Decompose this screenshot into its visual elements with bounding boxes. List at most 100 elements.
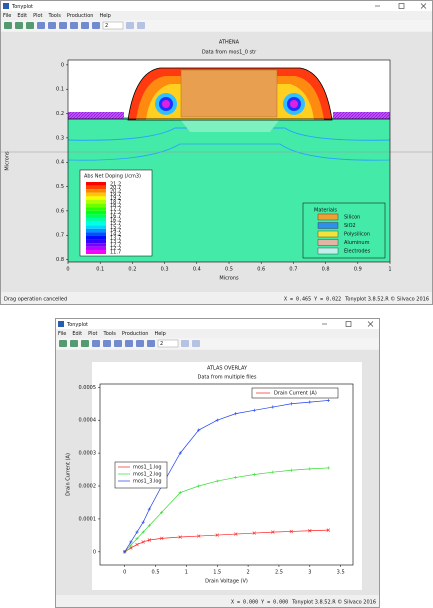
y-axis-label: Drain Current (A) [66, 453, 72, 496]
legend-label: mos1_3.log [133, 479, 162, 485]
doping-swatch [86, 239, 106, 244]
menu-item[interactable]: File [58, 331, 66, 337]
doping-swatch [86, 225, 106, 229]
x-tick-label: 0.3 [161, 267, 169, 273]
zoom-spinbox[interactable] [102, 21, 124, 30]
icon [420, 3, 427, 9]
toolbar-button[interactable] [70, 22, 78, 29]
toolbar [1, 20, 432, 31]
maximize-button[interactable] [345, 321, 352, 327]
x-tick-label: 0.2 [128, 267, 136, 273]
toolbar-button[interactable] [15, 22, 23, 29]
toolbar-button[interactable] [4, 22, 12, 29]
menu-item[interactable]: Help [99, 13, 110, 19]
menu-item[interactable]: Edit [72, 331, 82, 337]
zoom-value: 2 [160, 341, 163, 347]
material-name: Aluminum [344, 240, 370, 246]
icon [345, 321, 352, 327]
data-point [215, 479, 219, 483]
menu-item[interactable]: Production [67, 13, 94, 19]
toolbar-button[interactable] [70, 340, 78, 347]
doping-level: 20.2 [110, 189, 121, 195]
data-point [234, 475, 238, 480]
doping-swatch [86, 192, 106, 197]
data-point [141, 540, 145, 544]
toolbar-button[interactable] [37, 22, 45, 29]
toolbar-button[interactable] [125, 340, 133, 347]
data-point [271, 470, 275, 474]
doping-swatch [86, 185, 106, 190]
data-point [178, 451, 182, 455]
data-point [135, 542, 139, 547]
toolbar-button[interactable] [103, 340, 111, 347]
doping-swatch [86, 243, 106, 247]
data-point [129, 546, 133, 550]
x-tick-label: 0.6 [257, 267, 265, 273]
toolbar-button[interactable] [26, 22, 34, 29]
doping-level: 18.7 [110, 199, 121, 205]
x-tick-label: 1.5 [213, 570, 221, 576]
toolbar-button[interactable] [59, 340, 67, 347]
data-point [308, 467, 312, 471]
maximize-button[interactable] [398, 3, 405, 9]
data-point [252, 472, 256, 477]
data-point [147, 523, 151, 528]
toolbar-button[interactable] [147, 340, 155, 347]
toolbar-button[interactable] [92, 22, 100, 29]
y-tick-label: 0.2 [56, 111, 64, 117]
toolbar-button[interactable] [181, 340, 189, 347]
y-tick-label: 0.0004 [79, 418, 97, 424]
material-swatch [317, 239, 339, 246]
doping-swatch [86, 232, 106, 236]
toolbar-button[interactable] [126, 22, 134, 29]
menu-item[interactable]: Tools [103, 331, 117, 337]
doping-swatch [86, 189, 106, 193]
toolbar-button[interactable] [92, 340, 100, 347]
x-tick-label: 0.7 [289, 267, 297, 273]
toolbar-button[interactable] [136, 340, 144, 347]
menu-item[interactable]: Tools [48, 13, 62, 19]
toolbar-button[interactable] [59, 22, 67, 29]
toolbar-button[interactable] [48, 22, 56, 29]
data-point [135, 537, 139, 541]
toolbar [56, 338, 379, 349]
zoom-value: 2 [105, 23, 108, 29]
axes-frame [99, 383, 354, 566]
data-point [197, 534, 201, 538]
toolbar-button[interactable] [192, 340, 200, 347]
menu-item[interactable]: Help [154, 331, 165, 337]
doping-swatch [86, 221, 106, 226]
y-tick-label: 0.0001 [79, 516, 97, 522]
toolbar-button[interactable] [114, 340, 122, 347]
menu-item[interactable]: Production [122, 331, 149, 337]
doping-level: 19.2 [110, 196, 121, 202]
zoom-spinbox[interactable] [157, 339, 179, 348]
material-name: Silicon [344, 215, 360, 221]
doping-level: 14.2 [110, 232, 121, 238]
menu-item[interactable]: File [3, 13, 11, 19]
data-point [215, 533, 219, 537]
menu-item[interactable]: Plot [88, 331, 97, 337]
y-tick-label: 0.3 [56, 135, 64, 141]
status-bar [1, 293, 432, 304]
doping-level: 17.2 [110, 210, 121, 216]
legend-label: mos1_1.log [133, 465, 162, 471]
menu-item[interactable]: Edit [17, 13, 27, 19]
material-name: Polysilicon [344, 232, 370, 238]
close-button[interactable] [367, 321, 374, 327]
doping-level: 13.7 [110, 235, 121, 241]
close-button[interactable] [420, 3, 427, 9]
x-axis-label: Drain Voltage (V) [205, 579, 248, 585]
toolbar-button[interactable] [81, 22, 89, 29]
data-point [326, 398, 330, 403]
icon [398, 3, 405, 9]
x-tick-label: 0.8 [322, 267, 330, 273]
toolbar-button[interactable] [81, 340, 89, 347]
doping-legend-title: Abs Net Doping (/cm3) [84, 174, 141, 180]
y-tick-label: 0.0003 [79, 451, 97, 457]
toolbar-button[interactable] [137, 22, 145, 29]
title-bar [1, 1, 432, 11]
menu-item[interactable]: Plot [33, 13, 42, 19]
legend-label: mos1_2.log [133, 472, 162, 478]
